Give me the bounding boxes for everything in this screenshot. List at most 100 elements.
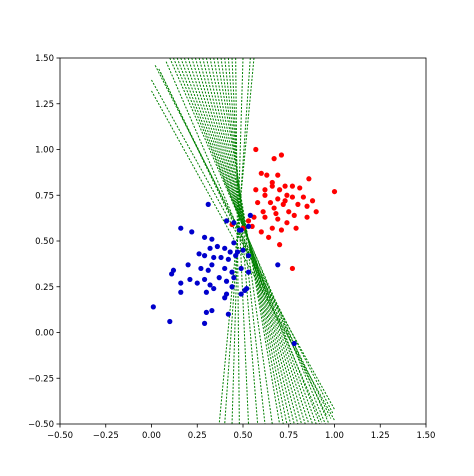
blue-point — [216, 275, 222, 281]
red-point — [275, 196, 281, 202]
blue-point — [233, 253, 239, 259]
y-tick-label: 1.00 — [35, 146, 54, 156]
blue-point — [291, 340, 297, 347]
x-tick-label: −0.25 — [93, 431, 119, 441]
blue-point — [225, 311, 231, 317]
decision-line — [216, 58, 281, 424]
blue-point — [178, 280, 184, 286]
decision-line — [224, 58, 266, 424]
blue-point — [227, 249, 233, 255]
red-point — [309, 198, 316, 204]
blue-point — [167, 318, 173, 325]
blue-point — [203, 289, 209, 295]
blue-point — [209, 236, 215, 242]
red-point — [275, 172, 281, 178]
red-point — [255, 199, 261, 206]
blue-point — [201, 320, 208, 326]
decision-line — [218, 58, 255, 424]
red-point — [253, 146, 259, 153]
red-point — [269, 225, 275, 231]
red-point — [289, 183, 296, 189]
red-point — [278, 152, 285, 158]
y-tick-label: 1.25 — [35, 100, 54, 110]
blue-point — [214, 243, 220, 250]
blue-point — [245, 253, 252, 259]
blue-point — [178, 289, 184, 295]
red-point — [282, 198, 288, 204]
y-tick-label: 0.50 — [35, 237, 54, 247]
red-point — [293, 225, 299, 231]
blue-point — [231, 220, 237, 226]
red-point — [304, 214, 310, 220]
blue-point — [170, 267, 177, 273]
red-point — [284, 220, 290, 226]
blue-point — [209, 307, 215, 314]
blue-point — [187, 276, 193, 283]
decision-line — [231, 58, 249, 424]
red-point — [264, 172, 270, 178]
blue-point — [225, 256, 231, 262]
decision-line — [205, 58, 292, 424]
decision-line — [169, 58, 330, 424]
x-tick-label: 0.50 — [234, 431, 253, 441]
blue-point — [205, 267, 211, 273]
blue-point — [229, 284, 235, 290]
decision-line — [158, 68, 332, 419]
blue-point — [222, 265, 228, 272]
red-point — [278, 227, 285, 233]
blue-point — [275, 262, 281, 268]
blue-point — [231, 240, 237, 246]
blue-point — [240, 247, 246, 253]
blue-point — [198, 265, 204, 272]
decision-lines-layer — [151, 58, 335, 424]
axes-layer: −0.50 −0.25 0.00 0.25 0.50 0.75 1.00 1.25 1.50 −0… — [28, 54, 436, 441]
red-point — [284, 192, 290, 198]
y-tick-label: 0.25 — [35, 283, 54, 293]
x-tick-label: 0.00 — [142, 431, 161, 441]
blue-point — [201, 253, 208, 259]
blue-point — [178, 225, 184, 231]
red-point — [269, 183, 275, 189]
blue-point — [247, 212, 253, 218]
decision-line — [191, 58, 306, 424]
red-point — [266, 234, 272, 240]
red-point — [273, 210, 279, 217]
red-point — [271, 205, 277, 211]
blue-point — [238, 291, 244, 297]
red-point — [245, 218, 252, 224]
red-point — [291, 212, 297, 218]
blue-point — [218, 254, 224, 261]
blue-point — [189, 229, 195, 235]
red-point — [297, 185, 303, 191]
y-tick-label: −0.25 — [28, 374, 54, 384]
blue-point — [245, 269, 252, 275]
blue-point — [211, 285, 217, 292]
blue-point — [209, 262, 215, 268]
blue-point — [238, 265, 244, 272]
red-point — [262, 214, 268, 220]
blue-point — [205, 201, 211, 207]
x-tick-label: 0.75 — [279, 431, 298, 441]
blue-point — [150, 304, 156, 310]
y-tick-label: 1.50 — [35, 54, 54, 64]
red-point — [262, 192, 268, 198]
red-point — [253, 187, 259, 193]
y-tick-label: 0.00 — [35, 329, 54, 339]
red-point — [306, 176, 312, 182]
blue-point — [229, 269, 235, 275]
decision-line — [172, 58, 326, 424]
x-tick-label: 0.25 — [188, 431, 207, 441]
red-point — [295, 201, 301, 207]
decision-line — [165, 61, 323, 423]
blue-point — [201, 276, 208, 283]
red-point — [258, 170, 264, 176]
red-point — [267, 199, 274, 206]
blue-point — [223, 291, 230, 297]
red-point — [289, 265, 296, 272]
x-tick-label: 1.50 — [417, 431, 436, 441]
x-tick-label: 1.00 — [325, 431, 344, 441]
red-point — [262, 187, 268, 193]
red-point — [269, 179, 275, 186]
blue-point — [231, 275, 237, 281]
blue-point — [207, 282, 213, 288]
